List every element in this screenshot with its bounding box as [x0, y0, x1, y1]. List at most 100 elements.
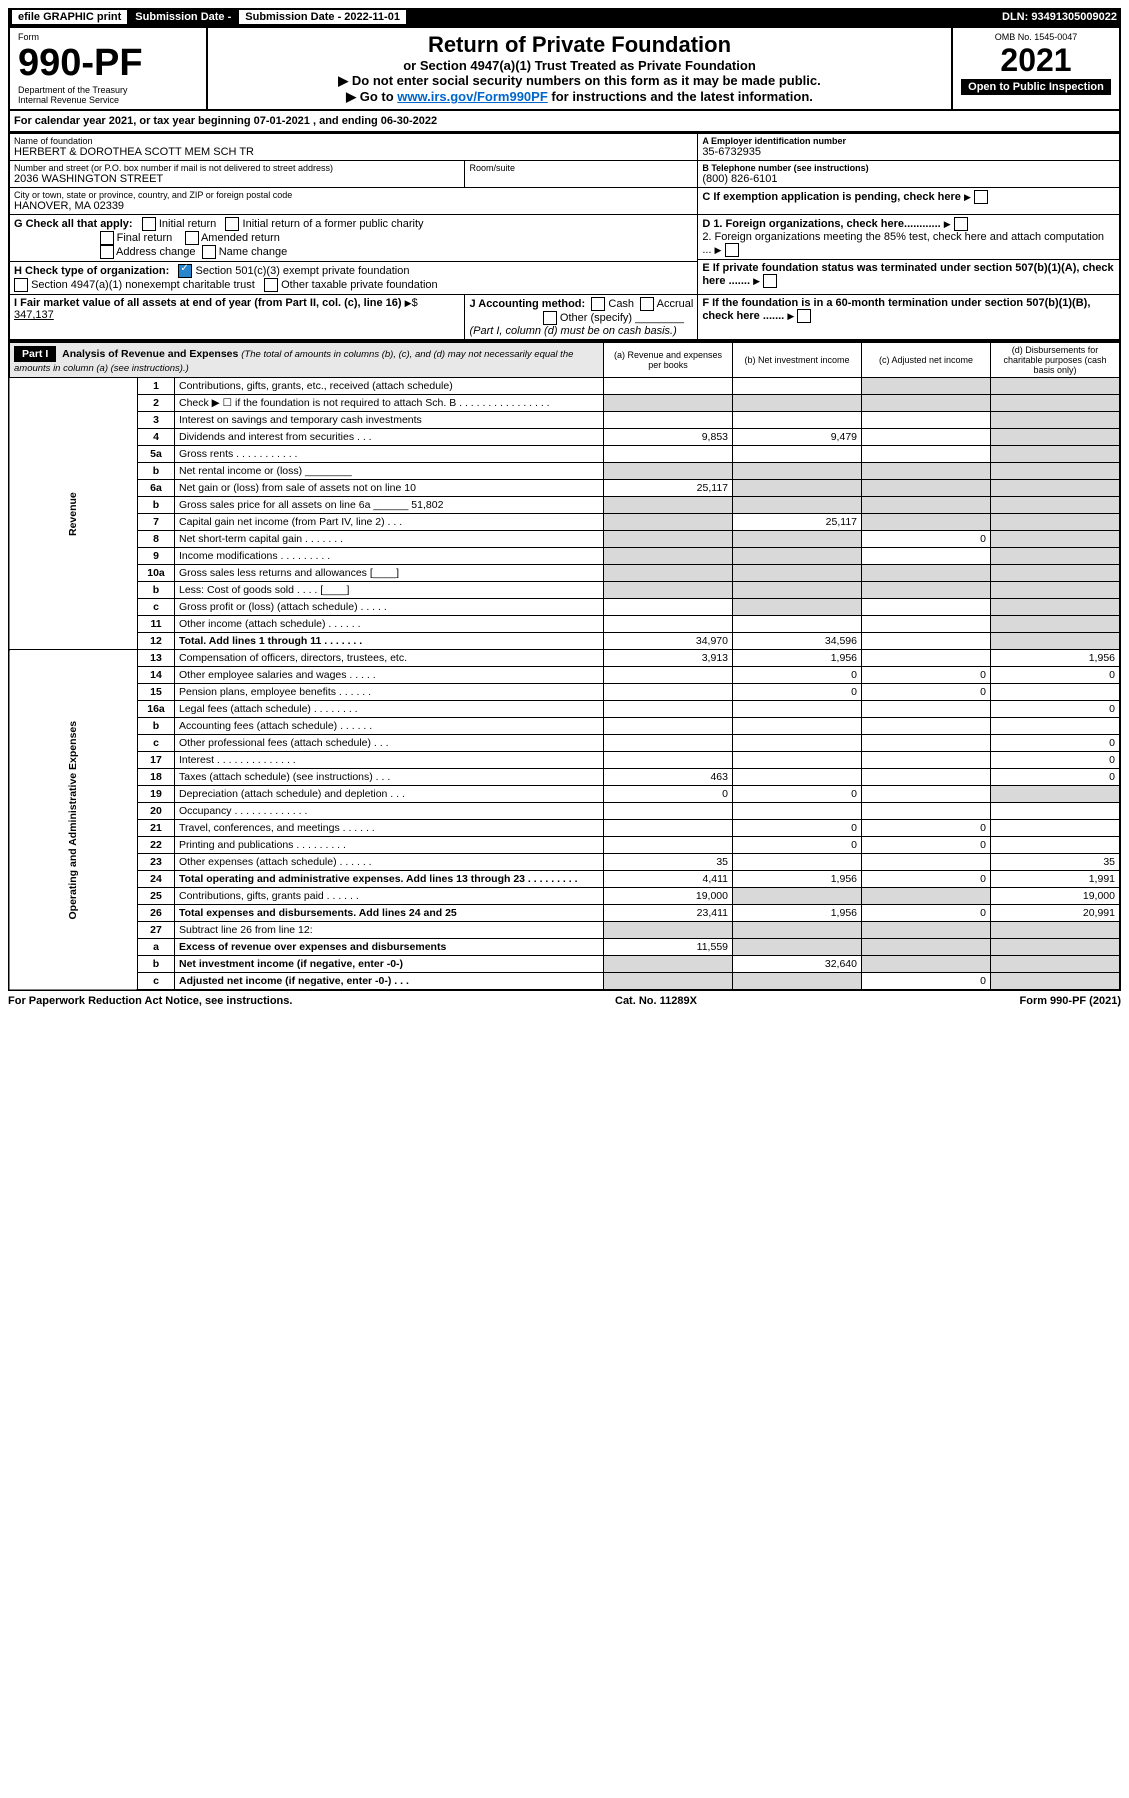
j-accrual[interactable]: [640, 297, 654, 311]
ein-label: A Employer identification number: [702, 136, 1115, 146]
cell-c: [862, 514, 991, 531]
table-row: 15Pension plans, employee benefits . . .…: [9, 684, 1120, 701]
cell-d: [991, 939, 1121, 956]
dept: Department of the Treasury: [18, 85, 198, 95]
row-number: 27: [138, 922, 175, 939]
fmv-value: 347,137: [14, 309, 54, 321]
cell-b: 32,640: [733, 956, 862, 973]
row-number: 24: [138, 871, 175, 888]
g-opt-4: Amended return: [201, 232, 280, 244]
f-checkbox[interactable]: [797, 309, 811, 323]
table-row: 7Capital gain net income (from Part IV, …: [9, 514, 1120, 531]
cell-c: [862, 888, 991, 905]
c-checkbox[interactable]: [974, 190, 988, 204]
cell-b: 0: [733, 837, 862, 854]
form-header: Form 990-PF Department of the Treasury I…: [8, 26, 1121, 111]
table-row: aExcess of revenue over expenses and dis…: [9, 939, 1120, 956]
h-501c3-checkbox[interactable]: [178, 264, 192, 278]
row-description: Other income (attach schedule) . . . . .…: [175, 616, 604, 633]
g-label: G Check all that apply:: [14, 218, 133, 230]
row-description: Taxes (attach schedule) (see instruction…: [175, 769, 604, 786]
submission-date: Submission Date - 2022-11-01: [239, 10, 406, 24]
note-2-pre: ▶ Go to: [346, 89, 397, 104]
top-bar: efile GRAPHIC print Submission Date - Su…: [8, 8, 1121, 26]
g-amended[interactable]: [185, 231, 199, 245]
j-other[interactable]: [543, 311, 557, 325]
street-address: 2036 WASHINGTON STREET: [14, 173, 460, 185]
arrow-icon: [715, 244, 722, 256]
cell-d: 0: [991, 769, 1121, 786]
cell-d: [991, 803, 1121, 820]
cell-b: 9,479: [733, 429, 862, 446]
cell-b: [733, 718, 862, 735]
g-former-charity[interactable]: [225, 217, 239, 231]
cell-a: 19,000: [604, 888, 733, 905]
cell-c: [862, 616, 991, 633]
h-opt-1: Section 501(c)(3) exempt private foundat…: [195, 265, 409, 277]
cell-a: [604, 378, 733, 395]
cell-b: [733, 735, 862, 752]
d1-checkbox[interactable]: [954, 217, 968, 231]
cell-a: [604, 531, 733, 548]
footer-right: Form 990-PF (2021): [1020, 995, 1121, 1007]
cell-d: [991, 718, 1121, 735]
cell-c: [862, 939, 991, 956]
g-opt-3: Initial return of a former public charit…: [243, 218, 424, 230]
cell-c: [862, 599, 991, 616]
cell-d: [991, 395, 1121, 412]
g-initial-return[interactable]: [142, 217, 156, 231]
cell-a: [604, 922, 733, 939]
cell-c: [862, 854, 991, 871]
cell-d: 20,991: [991, 905, 1121, 922]
table-row: 24Total operating and administrative exp…: [9, 871, 1120, 888]
row-number: 5a: [138, 446, 175, 463]
cell-d: [991, 599, 1121, 616]
h-4947-checkbox[interactable]: [14, 278, 28, 292]
cell-b: [733, 395, 862, 412]
table-row: 19Depreciation (attach schedule) and dep…: [9, 786, 1120, 803]
col-d-header: (d) Disbursements for charitable purpose…: [991, 342, 1121, 378]
cell-c: 0: [862, 837, 991, 854]
j-cash[interactable]: [591, 297, 605, 311]
cell-c: [862, 378, 991, 395]
row-number: 1: [138, 378, 175, 395]
cell-d: [991, 480, 1121, 497]
row-description: Depreciation (attach schedule) and deple…: [175, 786, 604, 803]
cell-b: [733, 548, 862, 565]
footer-mid: Cat. No. 11289X: [615, 995, 697, 1007]
row-description: Accounting fees (attach schedule) . . . …: [175, 718, 604, 735]
d2-checkbox[interactable]: [725, 243, 739, 257]
row-number: 6a: [138, 480, 175, 497]
footer-left: For Paperwork Reduction Act Notice, see …: [8, 995, 292, 1007]
e-checkbox[interactable]: [763, 274, 777, 288]
cell-b: [733, 531, 862, 548]
cell-b: [733, 752, 862, 769]
row-description: Total operating and administrative expen…: [175, 871, 604, 888]
cell-c: [862, 735, 991, 752]
cell-a: [604, 395, 733, 412]
row-number: 15: [138, 684, 175, 701]
g-opt-0: Initial return: [159, 218, 216, 230]
irs-link[interactable]: www.irs.gov/Form990PF: [397, 89, 548, 104]
cell-a: [604, 463, 733, 480]
cell-b: [733, 888, 862, 905]
cell-d: [991, 429, 1121, 446]
row-description: Other expenses (attach schedule) . . . .…: [175, 854, 604, 871]
table-row: cGross profit or (loss) (attach schedule…: [9, 599, 1120, 616]
row-description: Capital gain net income (from Part IV, l…: [175, 514, 604, 531]
efile-badge[interactable]: efile GRAPHIC print: [12, 10, 127, 24]
cell-d: [991, 633, 1121, 650]
cell-b: 1,956: [733, 871, 862, 888]
row-description: Compensation of officers, directors, tru…: [175, 650, 604, 667]
cell-d: [991, 820, 1121, 837]
g-final-return[interactable]: [100, 231, 114, 245]
g-name-change[interactable]: [202, 245, 216, 259]
cell-b: [733, 922, 862, 939]
h-other-checkbox[interactable]: [264, 278, 278, 292]
table-row: 3Interest on savings and temporary cash …: [9, 412, 1120, 429]
row-description: Contributions, gifts, grants paid . . . …: [175, 888, 604, 905]
row-number: 12: [138, 633, 175, 650]
g-addr-change[interactable]: [100, 245, 114, 259]
table-row: bAccounting fees (attach schedule) . . .…: [9, 718, 1120, 735]
identification-block: Name of foundation HERBERT & DOROTHEA SC…: [8, 133, 1121, 341]
